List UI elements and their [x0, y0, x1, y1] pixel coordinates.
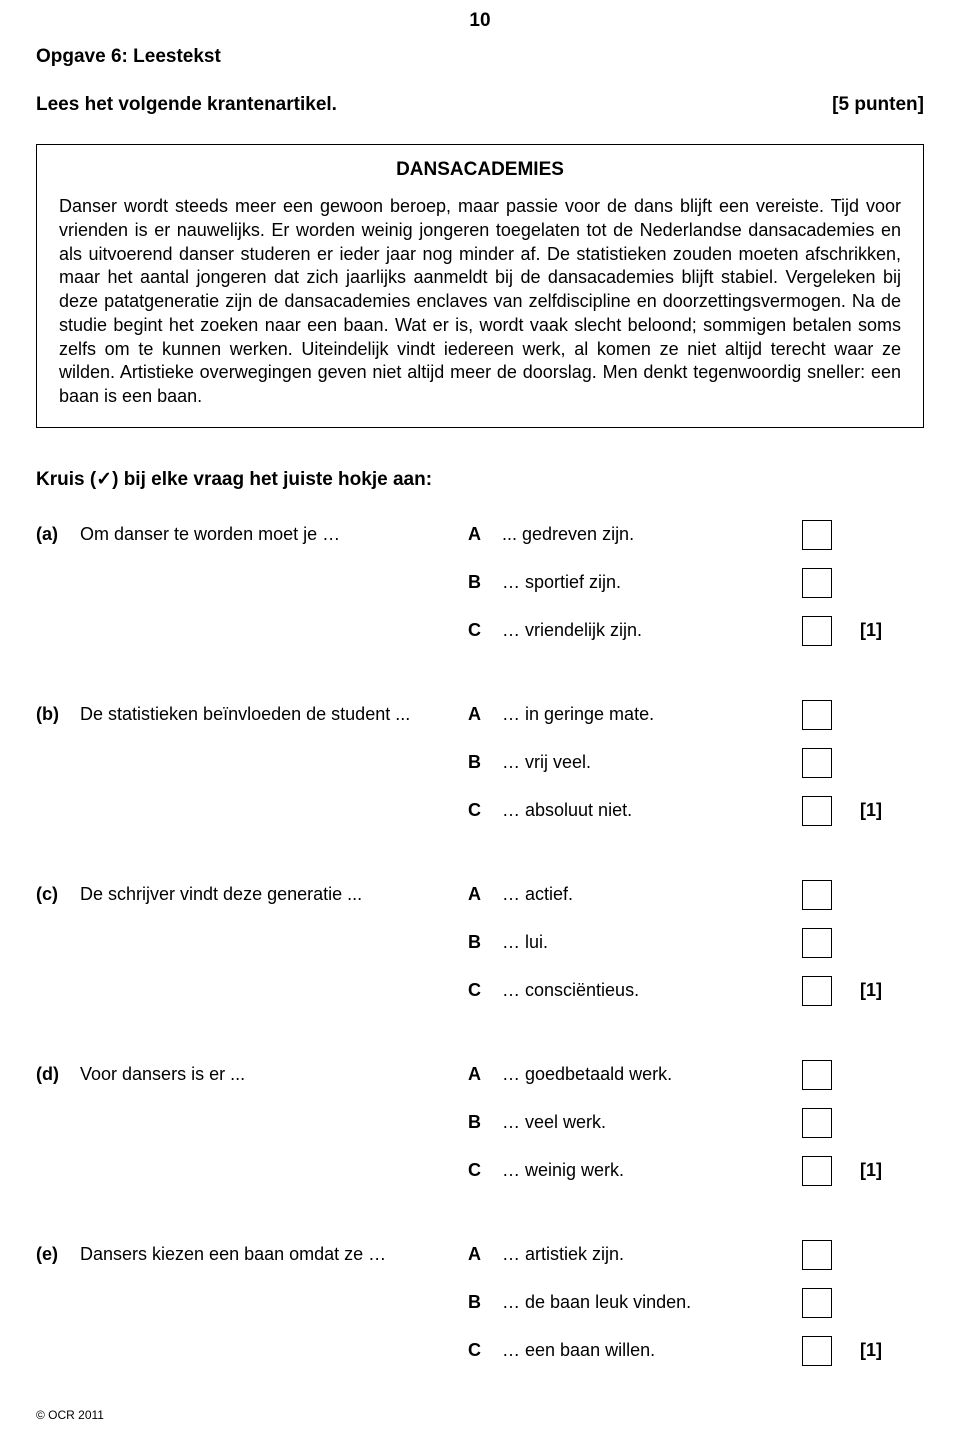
option-letter: B [468, 1292, 502, 1313]
option-checkbox[interactable] [802, 928, 832, 958]
option-letter: A [468, 1244, 502, 1265]
question-mark: [1] [842, 1340, 882, 1361]
option-checkbox[interactable] [802, 748, 832, 778]
question-e: (e) Dansers kiezen een baan omdat ze … A… [36, 1235, 924, 1371]
option-checkbox[interactable] [802, 568, 832, 598]
article-body: Danser wordt steeds meer een gewoon bero… [59, 195, 901, 409]
option-text: … sportief zijn. [502, 572, 802, 593]
option-letter: C [468, 800, 502, 821]
question-stem: Dansers kiezen een baan omdat ze … [80, 1244, 468, 1265]
option-letter: A [468, 524, 502, 545]
option-checkbox[interactable] [802, 1156, 832, 1186]
option-letter: C [468, 1340, 502, 1361]
copyright-footer: © OCR 2011 [36, 1408, 104, 1422]
option-text: … artistiek zijn. [502, 1244, 802, 1265]
option-text: … vrij veel. [502, 752, 802, 773]
article-box: DANSACADEMIES Danser wordt steeds meer e… [36, 144, 924, 428]
subtitle-row: Lees het volgende krantenartikel. [5 pun… [36, 94, 924, 116]
option-letter: B [468, 1112, 502, 1133]
option-checkbox[interactable] [802, 1240, 832, 1270]
option-checkbox[interactable] [802, 1288, 832, 1318]
option-text: … absoluut niet. [502, 800, 802, 821]
option-text: … weinig werk. [502, 1160, 802, 1181]
question-label: (b) [36, 704, 80, 725]
option-letter: A [468, 704, 502, 725]
question-c: (c) De schrijver vindt deze generatie ..… [36, 875, 924, 1011]
question-b: (b) De statistieken beïnvloeden de stude… [36, 695, 924, 831]
option-checkbox[interactable] [802, 796, 832, 826]
option-letter: A [468, 1064, 502, 1085]
question-label: (e) [36, 1244, 80, 1265]
option-text: … een baan willen. [502, 1340, 802, 1361]
question-label: (d) [36, 1064, 80, 1085]
option-text: … lui. [502, 932, 802, 953]
section-title: Opgave 6: Leestekst [36, 46, 924, 68]
option-letter: C [468, 1160, 502, 1181]
instruction-text: Lees het volgende krantenartikel. [36, 94, 337, 116]
option-checkbox[interactable] [802, 1108, 832, 1138]
option-text: … consciëntieus. [502, 980, 802, 1001]
option-checkbox[interactable] [802, 976, 832, 1006]
question-mark: [1] [842, 1160, 882, 1181]
option-letter: B [468, 932, 502, 953]
option-checkbox[interactable] [802, 880, 832, 910]
option-letter: B [468, 752, 502, 773]
option-checkbox[interactable] [802, 1336, 832, 1366]
question-stem: De statistieken beïnvloeden de student .… [80, 704, 468, 725]
option-checkbox[interactable] [802, 1060, 832, 1090]
question-a: (a) Om danser te worden moet je … A ... … [36, 515, 924, 651]
option-checkbox[interactable] [802, 700, 832, 730]
option-text: … de baan leuk vinden. [502, 1292, 802, 1313]
option-letter: B [468, 572, 502, 593]
page-number: 10 [469, 10, 490, 32]
option-letter: C [468, 980, 502, 1001]
option-text: … in geringe mate. [502, 704, 802, 725]
article-title: DANSACADEMIES [59, 159, 901, 181]
option-text: ... gedreven zijn. [502, 524, 802, 545]
points-badge: [5 punten] [832, 94, 924, 116]
question-stem: Om danser te worden moet je … [80, 524, 468, 545]
option-text: … vriendelijk zijn. [502, 620, 802, 641]
option-letter: C [468, 620, 502, 641]
question-label: (a) [36, 524, 80, 545]
option-checkbox[interactable] [802, 520, 832, 550]
question-mark: [1] [842, 980, 882, 1001]
option-text: … goedbetaald werk. [502, 1064, 802, 1085]
question-d: (d) Voor dansers is er ... A … goedbetaa… [36, 1055, 924, 1191]
answer-instruction: Kruis (✓) bij elke vraag het juiste hokj… [36, 468, 924, 491]
option-text: … actief. [502, 884, 802, 905]
question-stem: Voor dansers is er ... [80, 1064, 468, 1085]
question-mark: [1] [842, 800, 882, 821]
question-stem: De schrijver vindt deze generatie ... [80, 884, 468, 905]
option-text: … veel werk. [502, 1112, 802, 1133]
option-checkbox[interactable] [802, 616, 832, 646]
question-mark: [1] [842, 620, 882, 641]
option-letter: A [468, 884, 502, 905]
question-label: (c) [36, 884, 80, 905]
exam-page: 10 Opgave 6: Leestekst Lees het volgende… [0, 0, 960, 1436]
